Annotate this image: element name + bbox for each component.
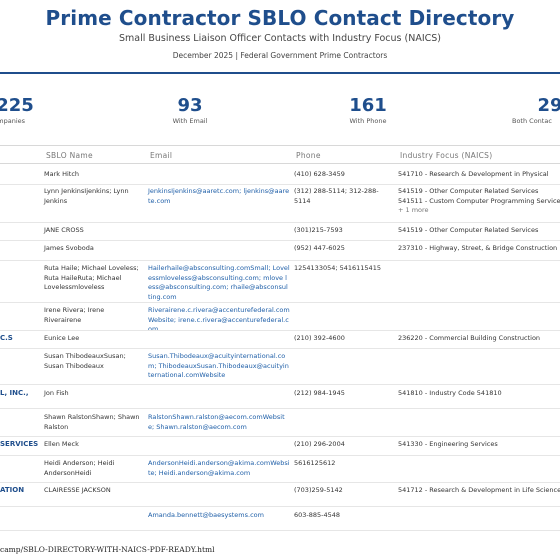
stat-total-companies-label: l Companies xyxy=(0,117,26,125)
sblo-name: JANE CROSS xyxy=(44,226,84,234)
row-divider xyxy=(0,260,560,261)
footer-path: camp/SBLO-DIRECTORY-WITH-NAICS-PDF-READY… xyxy=(0,545,215,554)
phone-number: 1254133054; 5416115415 xyxy=(294,264,381,272)
sblo-name: Heidi Anderson; Heidi AndersonHeidi xyxy=(44,459,115,477)
row-divider xyxy=(0,455,560,456)
email-link[interactable]: Hailerhaile@absconsulting.comSmall; Love… xyxy=(148,264,290,301)
stat-with-email-label: With Email xyxy=(172,117,208,125)
sblo-name: Susan ThibodeauxSusan; Susan Thibodeaux xyxy=(44,352,126,370)
industry-focus: 541710 - Research & Development in Physi… xyxy=(398,170,549,180)
row-divider xyxy=(0,222,560,223)
email-link[interactable]: Amanda.bennett@baesystems.com xyxy=(148,511,264,519)
table-header-border xyxy=(0,163,560,164)
industry-focus: 541519 - Other Computer Related Services… xyxy=(398,187,560,205)
phone-number: (952) 447-6025 xyxy=(294,244,345,252)
phone-number: (703)259-5142 xyxy=(294,486,343,494)
sblo-name: Jon Fish xyxy=(44,389,69,397)
stat-both-contacts-label: Both Contac xyxy=(512,117,552,125)
email-link[interactable]: RalstonShawn.ralston@aecom.comWebsite; S… xyxy=(148,413,285,431)
phone-number: (210) 296-2004 xyxy=(294,440,345,448)
sblo-name: Ellen Meck xyxy=(44,440,79,448)
company-name: SERVICES xyxy=(0,440,39,448)
stat-both-contacts-value: 29 xyxy=(537,95,560,116)
table-top-border xyxy=(0,145,560,146)
industry-focus: 237310 - Highway, Street, & Bridge Const… xyxy=(398,244,558,252)
sblo-name: Mark Hitch xyxy=(44,170,80,178)
email-link[interactable]: Susan.Thibodeaux@acuityinternational.com… xyxy=(148,352,289,379)
stat-with-email-value: 93 xyxy=(177,95,203,116)
stat-with-phone-value: 161 xyxy=(349,95,387,116)
company-name: C.S xyxy=(0,334,13,342)
col-header-sblo-name: SBLO Name xyxy=(46,151,93,160)
sblo-name: Eunice Lee xyxy=(44,334,80,342)
industry-focus: 541330 - Engineering Services xyxy=(398,440,498,448)
row-divider xyxy=(0,184,560,185)
sblo-name: James Svoboda xyxy=(44,244,94,252)
phone-number: (410) 628-3459 xyxy=(294,170,345,178)
phone-number: 5616125612 xyxy=(294,459,336,467)
more-naics-link[interactable]: + 1 more xyxy=(398,206,429,214)
sblo-name: Ruta Haile; Michael Loveless; Ruta Haile… xyxy=(44,264,139,291)
row-divider xyxy=(0,348,560,349)
company-name: L, INC., xyxy=(0,389,29,397)
email-link[interactable]: JenkinsIjenkins@aaretc.com; ljenkins@aar… xyxy=(148,187,290,205)
page-subtitle: Small Business Liaison Officer Contacts … xyxy=(118,33,441,44)
phone-number: (301)215-7593 xyxy=(294,226,343,234)
row-divider xyxy=(0,330,560,331)
sblo-name: CLAIRESSE JACKSON xyxy=(44,486,111,494)
stat-total-companies-value: 225 xyxy=(0,95,34,116)
row-divider xyxy=(0,530,560,531)
row-divider xyxy=(0,384,560,385)
email-link[interactable]: AndersonHeidi.anderson@akima.comWebsite;… xyxy=(148,459,290,477)
phone-number: 603-885-4548 xyxy=(294,511,341,519)
phone-number: (210) 392-4600 xyxy=(294,334,345,342)
row-divider xyxy=(0,408,560,409)
industry-focus: 541810 - Industry Code 541810 xyxy=(398,389,502,397)
phone-number: (212) 984-1945 xyxy=(294,389,345,397)
row-divider xyxy=(0,240,560,241)
stat-with-phone-label: With Phone xyxy=(349,117,387,125)
col-header-phone: Phone xyxy=(296,151,321,160)
row-divider xyxy=(0,506,560,507)
page-title: Prime Contractor SBLO Contact Directory xyxy=(45,6,515,30)
sblo-name: Lynn JenkinsIjenkins; Lynn Jenkins xyxy=(44,187,129,205)
phone-number: (312) 288-5114; 312-288-5114 xyxy=(294,187,379,205)
col-header-email: Email xyxy=(150,151,173,160)
row-divider xyxy=(0,482,560,483)
sblo-name: Irene Rivera; Irene Riverairene xyxy=(44,306,105,324)
col-header-industry-focus: Industry Focus (NAICS) xyxy=(400,151,493,160)
industry-focus: 541712 - Research & Development in Life … xyxy=(398,486,560,494)
email-link[interactable]: Riverairene.c.rivera@accenturefederal.co… xyxy=(148,306,290,333)
row-divider xyxy=(0,436,560,437)
date-line: December 2025 | Federal Government Prime… xyxy=(172,51,388,60)
company-name: ATION xyxy=(0,486,25,494)
row-divider xyxy=(0,302,560,303)
industry-focus: 541519 - Other Computer Related Services xyxy=(398,226,539,234)
industry-focus: 236220 - Commercial Building Constructio… xyxy=(398,334,541,342)
header-rule xyxy=(0,72,560,74)
sblo-name: Shawn RalstonShawn; Shawn Ralston xyxy=(44,413,140,431)
